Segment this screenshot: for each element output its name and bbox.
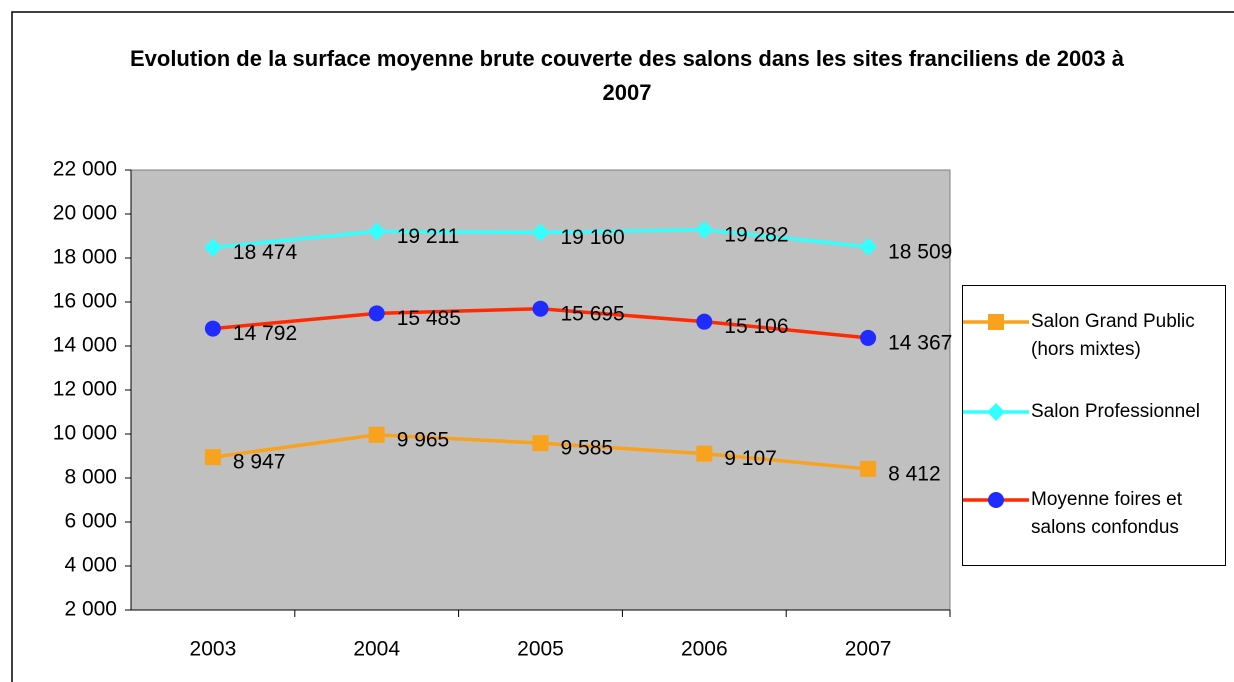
- marker: [204, 449, 221, 466]
- chart-title: Evolution de la surface moyenne brute co…: [129, 46, 1125, 105]
- x-tick-label: 2004: [353, 638, 400, 661]
- data-label: 15 106: [724, 315, 788, 338]
- marker: [695, 220, 714, 239]
- marker: [203, 238, 222, 257]
- legend-swatch: [963, 403, 1029, 421]
- legend: Salon Grand Public (hors mixtes) Salon Pr…: [962, 285, 1226, 566]
- y-tick-label: 6 000: [64, 510, 117, 533]
- data-label: 19 160: [561, 226, 625, 249]
- data-label: 19 282: [724, 223, 788, 246]
- y-tick-label: 2 000: [64, 598, 117, 621]
- legend-label: Moyenne foires et salons confondus: [1031, 489, 1183, 538]
- legend-label: Salon Grand Public (hors mixtes): [1031, 311, 1195, 360]
- x-tick-label: 2005: [517, 638, 564, 661]
- data-label: 15 485: [397, 307, 461, 330]
- data-label: 15 695: [561, 302, 625, 325]
- marker: [696, 313, 713, 330]
- data-label: 14 792: [233, 322, 297, 345]
- marker: [532, 435, 549, 452]
- y-tick-label: 14 000: [53, 334, 117, 357]
- data-label: 9 585: [561, 437, 614, 460]
- data-label: 19 211: [397, 225, 460, 248]
- x-tick-label: 2003: [190, 638, 237, 661]
- y-tick-label: 12 000: [53, 378, 117, 401]
- marker: [204, 320, 221, 337]
- data-label: 14 367: [888, 331, 952, 354]
- y-tick-label: 10 000: [53, 422, 117, 445]
- marker: [532, 300, 549, 317]
- marker: [696, 445, 713, 462]
- data-label: 18 474: [233, 241, 298, 264]
- y-tick-label: 18 000: [53, 246, 117, 269]
- marker: [368, 305, 385, 322]
- marker: [859, 237, 878, 256]
- marker: [987, 403, 1005, 421]
- data-label: 8 947: [233, 451, 286, 474]
- y-tick-label: 20 000: [53, 202, 117, 225]
- marker: [860, 329, 877, 346]
- y-tick-label: 22 000: [53, 158, 117, 181]
- x-tick-label: 2006: [681, 638, 728, 661]
- y-tick-label: 16 000: [53, 290, 117, 313]
- data-label: 9 965: [397, 428, 450, 451]
- marker: [988, 314, 1004, 330]
- legend-label: Salon Professionnel: [1031, 401, 1200, 422]
- y-tick-label: 4 000: [64, 554, 117, 577]
- marker: [860, 460, 877, 477]
- data-label: 9 107: [724, 447, 777, 470]
- marker: [531, 223, 550, 242]
- chart-border: [11, 11, 1234, 682]
- x-tick-label: 2007: [845, 638, 892, 661]
- marker: [367, 222, 386, 241]
- marker: [988, 492, 1004, 508]
- data-label: 18 509: [888, 240, 952, 263]
- marker: [368, 426, 385, 443]
- legend-swatch: [963, 314, 1029, 330]
- legend-swatch: [963, 492, 1029, 508]
- y-tick-label: 8 000: [64, 466, 117, 489]
- data-label: 8 412: [888, 462, 941, 485]
